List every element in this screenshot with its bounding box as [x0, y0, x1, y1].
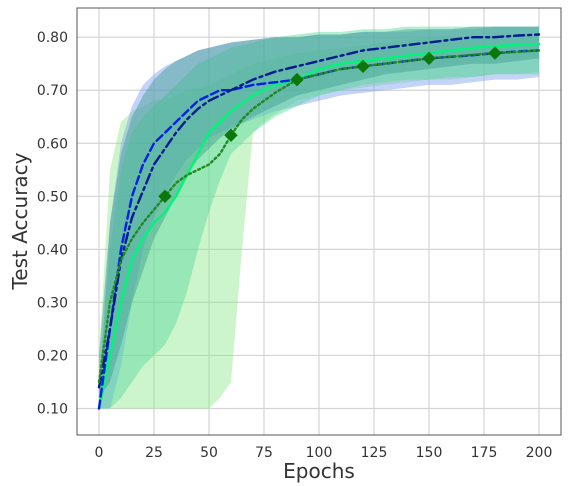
- x-tick-label: 125: [361, 445, 388, 461]
- y-tick-labels: 0.10 0.20 0.30 0.40 0.50 0.60 0.70 0.80: [37, 30, 68, 417]
- grid: [77, 8, 561, 435]
- diamond-marker: [158, 189, 172, 204]
- band-series-1: [99, 26, 539, 409]
- plot-frame: [76, 7, 562, 436]
- y-tick-label: 0.70: [37, 83, 68, 99]
- band-series-3: [99, 26, 539, 398]
- band-series-4: [99, 34, 539, 409]
- y-tick-label: 0.20: [37, 348, 68, 364]
- y-tick-label: 0.10: [37, 401, 68, 417]
- series-markers: [158, 46, 502, 204]
- line-series-1: [97, 42, 541, 410]
- y-tick-label: 0.50: [37, 189, 68, 205]
- x-tick-label: 150: [416, 445, 443, 461]
- x-tick-label: 25: [145, 445, 163, 461]
- y-axis-title: Test Accuracy: [8, 152, 32, 290]
- y-tick-label: 0.80: [37, 30, 68, 46]
- diamond-marker: [356, 59, 370, 74]
- diamond-marker: [290, 72, 304, 87]
- line-series-4: [97, 49, 541, 384]
- x-tick-label: 175: [471, 445, 498, 461]
- diamond-marker: [422, 51, 436, 66]
- diamond-marker: [488, 46, 502, 60]
- band-series-2: [99, 26, 539, 409]
- x-tick-labels: 0 25 50 75 100 125 150 175 200: [95, 445, 553, 461]
- line-series-3: [97, 33, 541, 389]
- x-tick-label: 50: [200, 445, 218, 461]
- y-tick-label: 0.60: [37, 136, 68, 152]
- x-axis-title: Epochs: [283, 459, 355, 483]
- x-tick-label: 200: [526, 445, 553, 461]
- series-lines: [97, 33, 541, 410]
- confidence-bands: [99, 26, 539, 409]
- y-tick-label: 0.40: [37, 242, 68, 258]
- x-tick-label: 0: [95, 445, 104, 461]
- y-tick-label: 0.30: [37, 295, 68, 311]
- diamond-marker: [224, 128, 238, 143]
- x-tick-label: 75: [255, 445, 273, 461]
- x-tick-label: 100: [306, 445, 333, 461]
